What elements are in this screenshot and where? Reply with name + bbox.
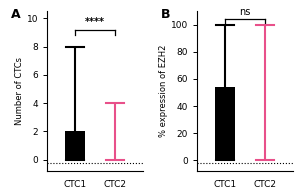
Text: A: A bbox=[11, 8, 20, 21]
Bar bbox=[65, 132, 85, 160]
Bar bbox=[215, 87, 235, 160]
Text: ns: ns bbox=[239, 7, 251, 17]
Text: B: B bbox=[160, 8, 170, 21]
Text: ****: **** bbox=[85, 17, 105, 27]
Y-axis label: Number of CTCs: Number of CTCs bbox=[15, 57, 24, 125]
Y-axis label: % expression of EZH2: % expression of EZH2 bbox=[159, 45, 168, 137]
